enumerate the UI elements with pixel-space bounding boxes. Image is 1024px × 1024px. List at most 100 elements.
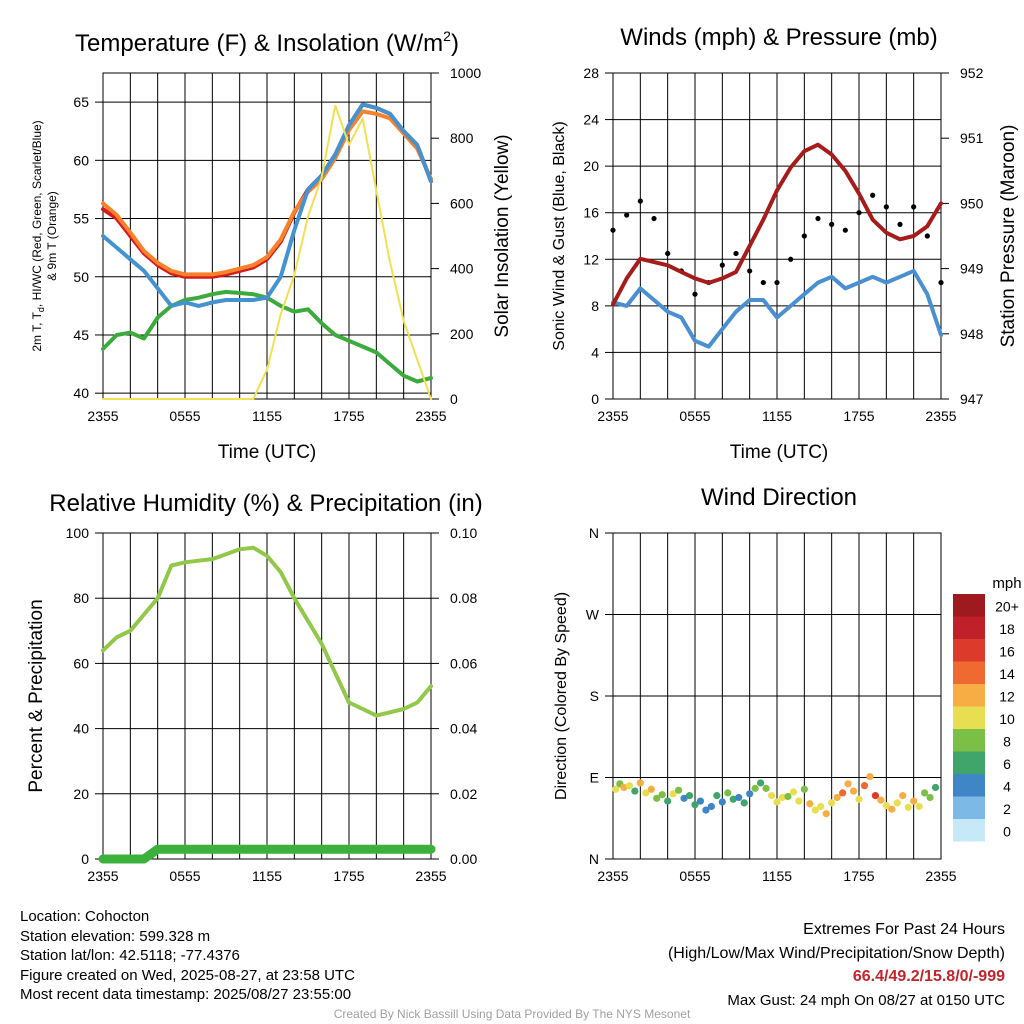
extremes-info: Extremes For Past 24 Hours (High/Low/Max… [668,918,1005,1012]
direction-point [702,806,710,814]
legend-swatch [953,661,985,684]
gust-point [815,215,821,222]
legend-label: 12 [999,688,1015,704]
direction-point [784,792,792,801]
direction-ylabel: Direction (Colored By Speed) [553,592,570,800]
x-tick-label: 1155 [252,868,282,884]
gust-point [856,210,862,216]
y2-tick-label: 0.00 [450,851,477,867]
legend-label: 4 [1003,778,1011,794]
direction-point [871,792,880,800]
y2-tick-label: 400 [450,261,474,277]
direction-point [833,793,841,802]
temperature-xlabel: Time (UTC) [218,442,317,463]
x-tick-label: 0555 [169,408,200,424]
y2-tick-label: 947 [960,391,984,407]
direction-point [757,779,765,787]
direction-point [811,806,819,814]
location-text: Location: Cohocton [20,908,150,925]
direction-point [612,785,620,793]
direction-point [685,792,694,800]
x-tick-label: 0555 [169,868,200,884]
legend-label: 16 [999,643,1015,659]
y-tick-label: 50 [73,269,89,285]
x-tick-label: 1155 [252,408,282,424]
gust-point [774,279,780,286]
extremes-title: Extremes For Past 24 Hours [803,921,1005,938]
direction-point [899,792,907,800]
winds-x-ticks: 2355 0555 1155 1755 2355 [597,408,956,424]
y-tick-label: N [589,525,599,541]
insolation-y2-ticks: 0 200 400 600 800 1000 [450,65,481,407]
y2-tick-label: 0.06 [450,655,477,671]
direction-point [926,793,934,802]
humidity-y-ticks: 0 20 40 60 80 100 [66,525,90,867]
insolation-ylabel: Solar Insolation (Yellow) [492,134,513,337]
pressure-ylabel: Station Pressure (Maroon) [998,125,1019,348]
created-text: Figure created on Wed, 2025-08-27, at 23… [20,966,355,984]
direction-point [860,782,869,790]
direction-point [904,803,912,811]
legend-swatch [953,774,985,797]
winds-series [610,142,944,349]
legend-label: 6 [1003,756,1011,772]
direction-point [855,795,863,803]
y-tick-label: 0 [81,851,89,867]
direction-point [910,797,918,805]
x-tick-label: 1755 [843,408,874,424]
recent-data-text: Most recent data timestamp: 2025/08/27 2… [20,986,352,1003]
y-tick-label: 55 [73,211,89,227]
legend-label: 14 [999,666,1015,682]
direction-point [724,789,732,797]
x-tick-label: 1155 [762,408,792,424]
direction-points [612,772,940,818]
temperature-x-ticks: 2355 0555 1155 1755 2355 [87,408,446,424]
gust-point [665,250,671,257]
precip-line [98,844,436,864]
direction-point [888,805,896,813]
gust-point [692,291,698,297]
x-tick-label: 1755 [333,408,364,424]
direction-point [866,772,874,781]
direction-point [817,802,825,811]
temperature-gridlines [95,72,439,400]
x-tick-label: 0555 [679,408,710,424]
x-tick-label: 1755 [843,868,874,884]
y2-tick-label: 949 [960,261,984,277]
humidity-x-ticks: 2355 0555 1155 1755 2355 [87,868,446,884]
humidity-title: Relative Humidity (%) & Precipitation (i… [49,490,482,517]
legend-label: 8 [1003,733,1011,749]
y2-tick-label: 0.02 [450,786,477,802]
y-tick-label: 16 [583,205,599,221]
direction-point [664,797,672,805]
direction-point [795,797,803,805]
direction-point [931,783,940,792]
x-tick-label: 1755 [333,868,364,884]
direction-point [877,796,885,804]
y-tick-label: 80 [73,590,89,606]
x-tick-label: 0555 [679,868,710,884]
direction-point [849,787,858,795]
direction-point [762,784,770,792]
legend-swatch [953,684,985,707]
y-tick-label: 12 [583,251,599,267]
gust-point [870,192,876,198]
direction-point [746,790,754,798]
y2-tick-label: 952 [960,65,984,81]
y-tick-label: N [589,851,599,867]
humidity-panel: Relative Humidity (%) & Precipitation (i… [26,490,483,884]
winds-panel: Winds (mph) & Pressure (mb) 0 4 8 12 16 20 24 2… [551,24,1019,463]
y2-tick-label: 950 [960,195,984,211]
direction-point [669,790,677,798]
winds-xlabel: Time (UTC) [730,442,829,463]
credit-text: Created By Nick Bassill Using Data Provi… [333,1007,691,1021]
humidity-gridlines [95,532,439,860]
y2-tick-label: 0.04 [450,721,477,737]
direction-point [893,799,901,807]
direction-point [882,801,890,810]
gust-point [897,221,903,227]
gust-point [760,279,766,286]
direction-point [631,787,639,795]
y-tick-label: 24 [583,112,599,128]
